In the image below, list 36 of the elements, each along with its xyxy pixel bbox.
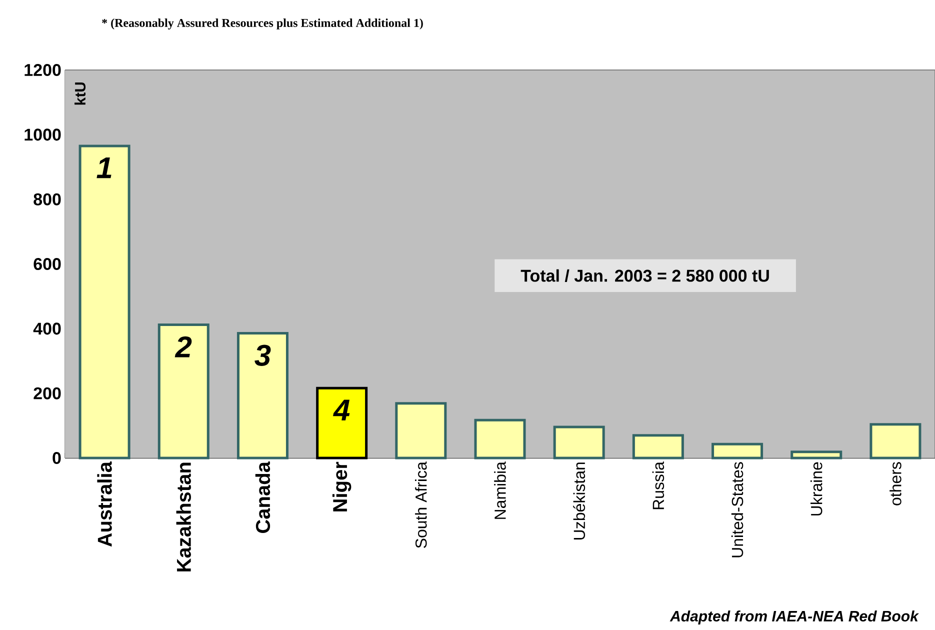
chart-title: * (Reasonably Assured Resources plus Estimated Additional 1): [102, 18, 423, 30]
annotation: 4: [332, 400, 350, 420]
bar: [712, 442, 764, 460]
x-tick-label: Russia: [652, 462, 664, 510]
bar: [78, 144, 130, 460]
annotation: 1: [96, 158, 112, 178]
y-tick-label: 200: [34, 387, 61, 400]
x-tick-label: Kazakhstan: [176, 462, 191, 572]
bar: [790, 450, 842, 460]
x-tick-label: Ukraine: [810, 462, 822, 516]
bar: [474, 418, 526, 460]
x-tick-label: others: [890, 462, 902, 506]
y-tick-label: 400: [33, 322, 61, 335]
annotation: 3: [254, 344, 271, 366]
y-tick-label: 600: [34, 258, 61, 270]
bar: [158, 324, 210, 460]
text: Adapted from IAEA-NEA Red Book: [670, 610, 920, 624]
x-tick-label: South Africa: [415, 462, 427, 548]
bar: [395, 402, 447, 460]
x-tick-label: Canada: [255, 461, 270, 533]
y-tick-label: 1000: [24, 128, 61, 141]
bar: [236, 332, 288, 460]
y-axis-title: ktU: [74, 82, 86, 105]
x-tick-label: Niger: [332, 462, 352, 512]
y-tick-label: 0: [52, 452, 61, 464]
x-tick-label: United-States: [731, 462, 744, 558]
y-tick-label: 800: [34, 193, 61, 206]
x-tick-label: Australia: [97, 461, 112, 547]
bar: [632, 434, 684, 460]
bar: [553, 426, 605, 460]
x-tick-label: Namibia: [494, 462, 506, 519]
x-tick-label: Uzbékistan: [573, 462, 586, 540]
annotation: 2: [174, 336, 192, 358]
bar: [870, 423, 922, 460]
annotation: Total / Jan. 2003 = 2 580 000 tU: [520, 269, 769, 282]
y-tick-label: 1200: [24, 64, 61, 76]
